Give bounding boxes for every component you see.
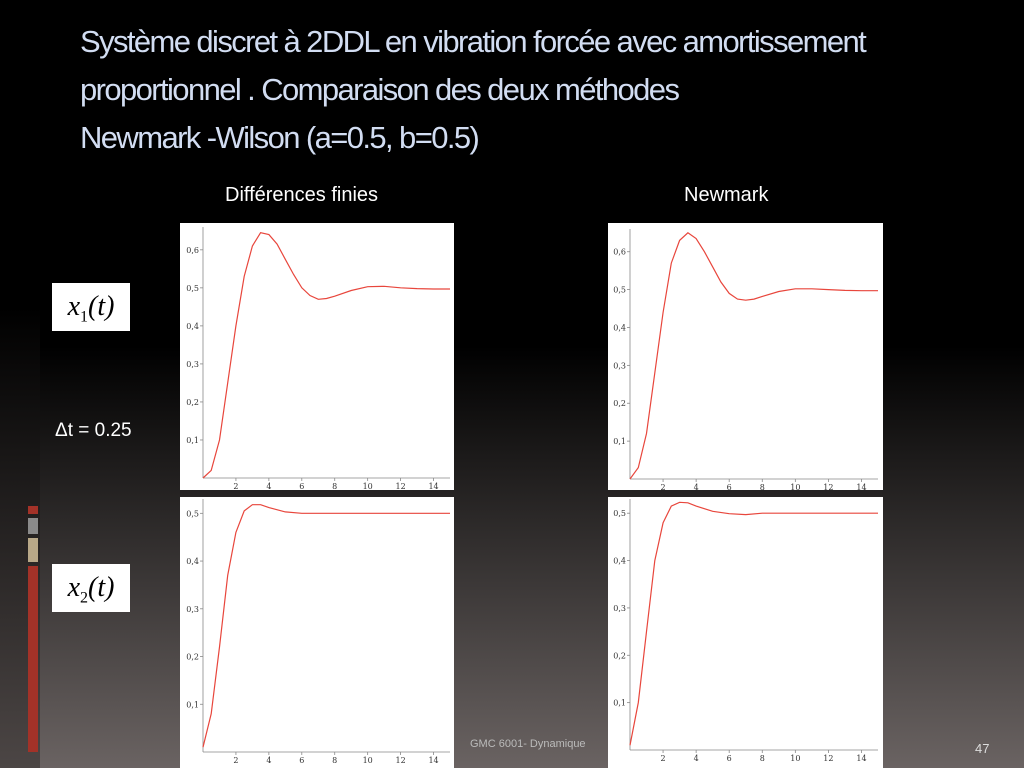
y-tick-label: 0,4 [186,557,199,566]
variable: x [67,572,80,603]
subscript: 1 [80,308,88,326]
y-tick-label: 0,6 [186,246,199,255]
title-line: proportionnel . Comparaison des deux mét… [80,72,680,107]
series-line [629,232,878,480]
y-tick-label: 0,1 [613,437,626,446]
chart-panel [608,223,883,490]
column-title: Différences finies [225,184,379,206]
x-tick-label: 2 [233,482,238,491]
argument: (t) [88,572,115,603]
time-step: Δt = 0.25 [55,420,132,441]
x-tick-label: 14 [856,754,866,763]
y-tick-label: 0,4 [186,322,199,331]
y-tick-label: 0,4 [613,323,626,332]
title-line: Newmark -Wilson (a=0.5, b=0.5) [80,120,480,155]
x-tick-label: 14 [856,483,866,492]
deco-bar [28,538,38,562]
x-tick-label: 6 [727,754,732,763]
argument: (t) [88,291,115,322]
x-tick-label: 6 [299,482,304,491]
x-tick-label: 8 [332,756,337,765]
y-tick-label: 0,5 [186,284,199,293]
y-tick-label: 0,5 [613,509,626,518]
x-tick-label: 8 [332,482,337,491]
y-tick-label: 0,3 [613,361,626,370]
x-tick-label: 10 [363,756,373,765]
deco-bar [28,518,38,534]
title-line: Système discret à 2DDL en vibration forc… [80,24,867,59]
x-tick-label: 10 [363,482,373,491]
y-tick-label: 0,3 [186,605,199,614]
x-tick-label: 2 [661,754,666,763]
y-tick-label: 0,1 [186,436,199,445]
subscript: 2 [80,589,88,607]
x-tick-label: 12 [823,483,833,492]
y-tick-label: 0,2 [186,398,199,407]
x-tick-label: 6 [727,483,732,492]
deco-bar [28,566,38,752]
x-tick-label: 10 [790,754,800,763]
x-tick-label: 10 [790,483,800,492]
x-tick-label: 4 [694,754,699,763]
deco-bar [28,506,38,514]
y-tick-label: 0,4 [613,557,626,566]
y-tick-label: 0,2 [613,651,626,660]
footer-course: GMC 6001- Dynamique [470,738,586,750]
y-tick-label: 0,2 [186,653,199,662]
x-tick-label: 2 [661,483,666,492]
chart-panel [180,223,454,490]
y-tick-label: 0,5 [186,509,199,518]
y-tick-label: 0,3 [613,604,626,613]
chart-panel [180,497,454,768]
x-tick-label: 14 [428,756,438,765]
y-tick-label: 0,2 [613,399,626,408]
x-tick-label: 12 [396,482,406,491]
chart-panel [608,497,883,768]
x-tick-label: 8 [760,483,765,492]
x-tick-label: 12 [823,754,833,763]
y-tick-label: 0,1 [186,700,199,709]
y-tick-label: 0,3 [186,360,199,369]
row-label: x1(t) [52,283,130,331]
series-line [629,501,878,746]
y-tick-label: 0,1 [613,699,626,708]
x-tick-label: 4 [266,482,271,491]
y-tick-label: 0,5 [613,286,626,295]
variable: x [67,291,80,322]
x-tick-label: 14 [428,482,438,491]
x-tick-label: 4 [694,483,699,492]
y-tick-label: 0,6 [613,248,626,257]
x-tick-label: 4 [266,756,271,765]
series-line [202,504,450,748]
x-tick-label: 8 [760,754,765,763]
column-title: Newmark [684,184,769,206]
page-number: 47 [975,741,990,756]
x-tick-label: 12 [396,756,406,765]
row-label: x2(t) [52,564,130,612]
series-line [202,232,450,479]
x-tick-label: 6 [299,756,304,765]
x-tick-label: 2 [233,756,238,765]
